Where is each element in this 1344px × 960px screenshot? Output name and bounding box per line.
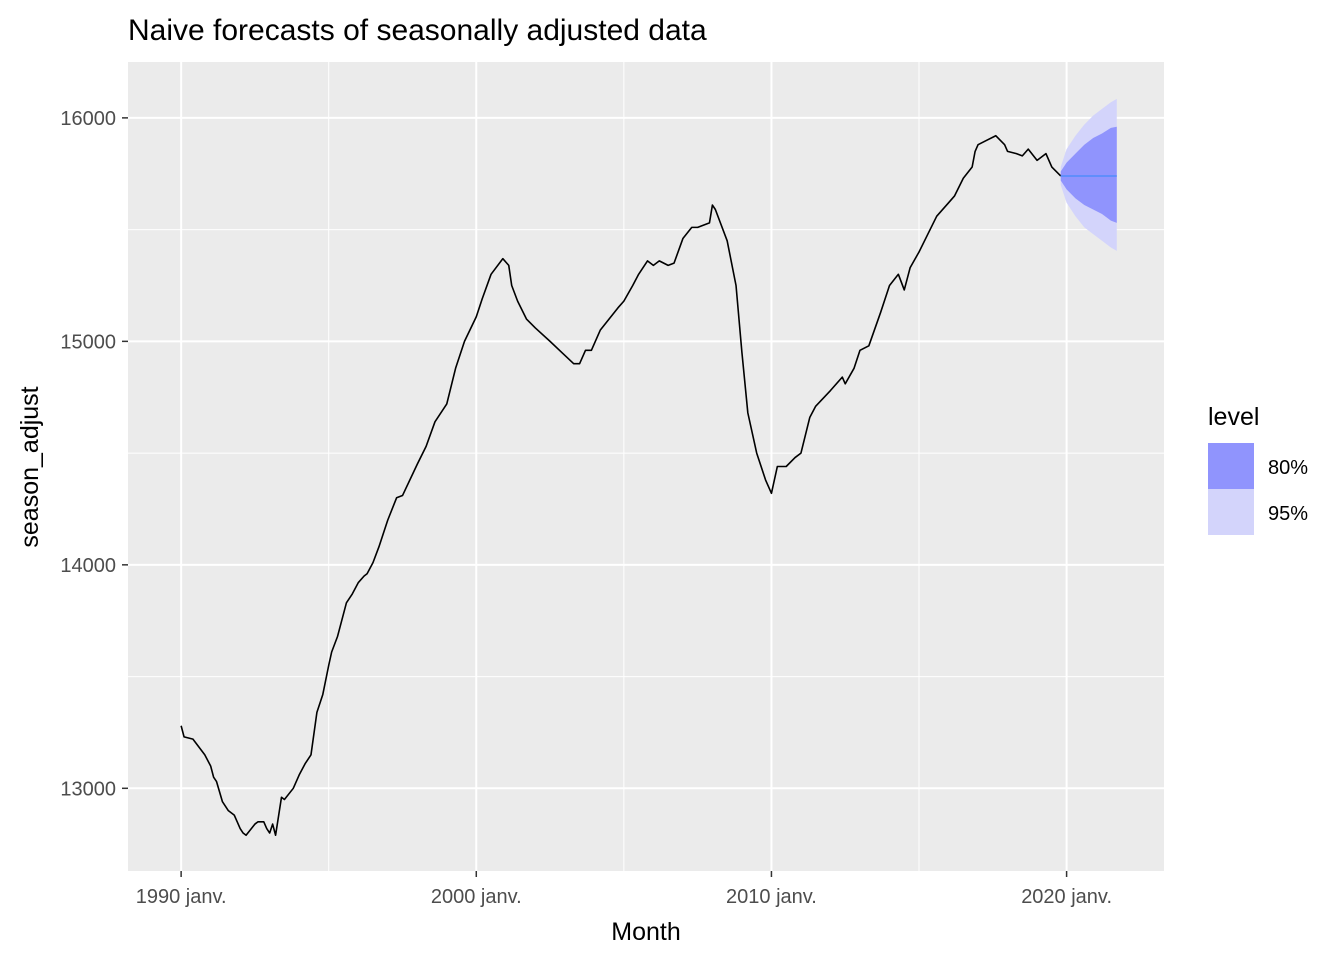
legend-label-80: 80% [1268, 457, 1308, 479]
legend-key-95 [1208, 489, 1254, 535]
y-axis-title: season_adjust [16, 386, 44, 547]
chart-title: Naive forecasts of seasonally adjusted d… [128, 14, 707, 47]
legend-key-80 [1208, 443, 1254, 489]
y-tick-label: 13000 [60, 778, 116, 800]
x-tick-label: 2010 janv. [726, 886, 817, 908]
grid-major [128, 62, 1164, 871]
legend: level 80% 95% [1208, 403, 1308, 535]
x-tick-label: 2020 janv. [1021, 886, 1112, 908]
x-tick-label: 1990 janv. [136, 886, 227, 908]
band-80 [1060, 126, 1117, 223]
history-line [180, 134, 1062, 837]
grid-minor [128, 62, 1164, 871]
legend-label-95: 95% [1268, 503, 1308, 525]
x-axis-title: Month [611, 918, 680, 946]
plot-panel [128, 62, 1164, 871]
series-lines [180, 134, 1117, 837]
legend-title: level [1208, 403, 1259, 431]
x-tick-label: 2000 janv. [431, 886, 522, 908]
x-axis: 1990 janv. 2000 janv. 2010 janv. 2020 janv. [136, 871, 1112, 908]
y-tick-label: 16000 [60, 108, 116, 130]
y-tick-label: 15000 [60, 331, 116, 353]
y-axis: 13000 14000 15000 16000 [60, 108, 128, 800]
forecast-bands [1060, 98, 1117, 251]
y-tick-label: 14000 [60, 555, 116, 577]
